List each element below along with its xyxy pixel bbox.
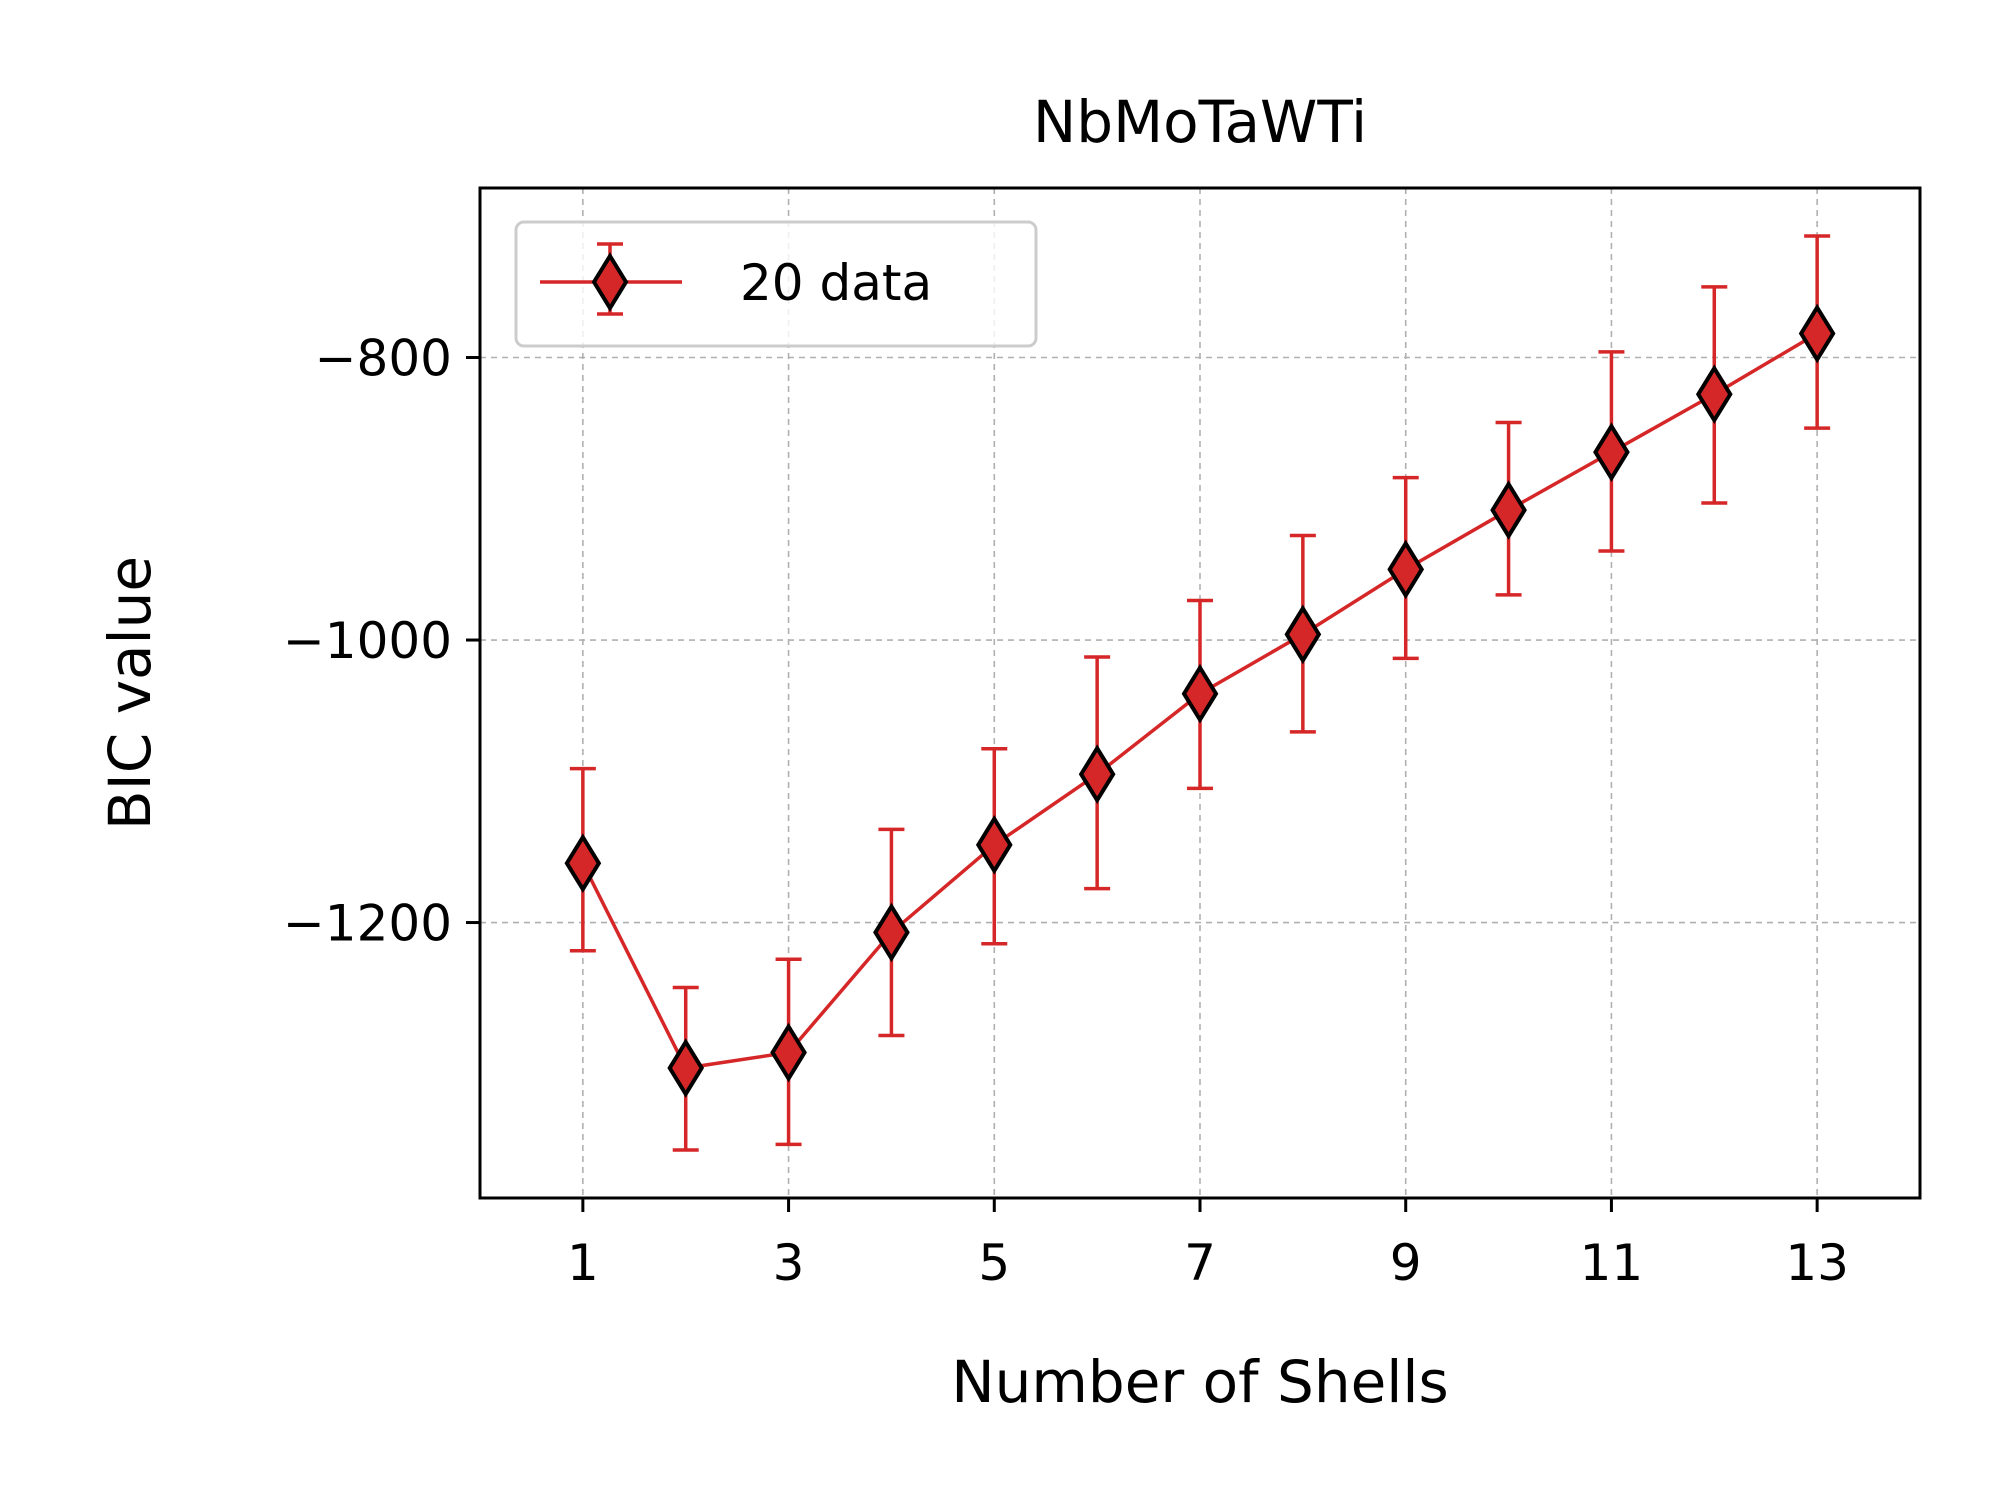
x-tick-label: 7 [1184,1234,1216,1292]
x-axis-label: Number of Shells [951,1348,1448,1416]
data-point [564,833,602,894]
data-point [667,1038,705,1098]
x-tick-label: 9 [1390,1234,1422,1292]
data-point [1695,364,1733,425]
data-point [1181,663,1219,724]
x-tick-label: 11 [1580,1234,1644,1292]
data-point [1078,744,1116,805]
data-point [1490,480,1527,540]
data-point [1593,422,1630,482]
legend-marker [591,252,629,312]
legend: 20 data [514,220,1038,348]
x-tick-label: 5 [978,1234,1010,1292]
data-point [770,1022,807,1083]
y-tick-label: −1000 [283,612,452,670]
legend-swatch [540,242,682,316]
data-point [1387,539,1425,600]
ticks: 1 3 5 7 9 11 13−800−1000−1200 [283,330,1849,1292]
x-tick-label: 1 [567,1234,599,1292]
data-point [975,815,1013,875]
y-tick-label: −800 [315,330,452,388]
data-point [1798,303,1836,364]
series-layer [564,234,1836,1152]
legend-label: 20 data [740,254,932,312]
x-tick-label: 3 [773,1234,805,1292]
chart-title: NbMoTaWTi [1033,88,1367,156]
y-axis-label: BIC value [96,556,164,830]
legend-box [514,220,1038,348]
data-point [873,902,910,963]
data-point [1284,604,1322,665]
y-tick-label: −1200 [283,895,452,953]
x-tick-label: 13 [1785,1234,1849,1292]
